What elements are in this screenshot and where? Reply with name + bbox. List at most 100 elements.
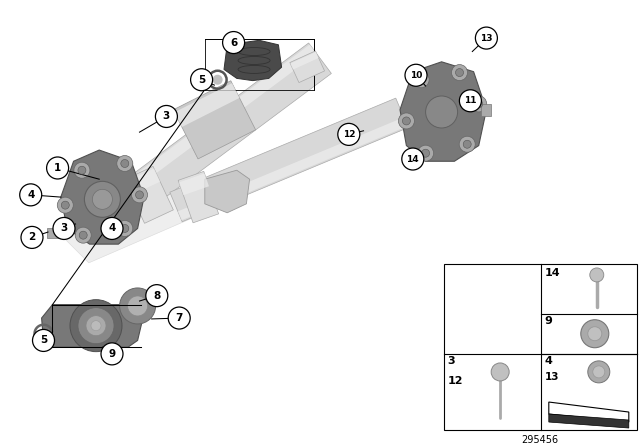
Polygon shape: [125, 168, 160, 195]
Circle shape: [84, 181, 120, 217]
Circle shape: [476, 27, 497, 49]
Circle shape: [21, 226, 43, 248]
Polygon shape: [113, 43, 332, 219]
Polygon shape: [179, 173, 209, 195]
Text: 4: 4: [545, 356, 553, 366]
Polygon shape: [224, 40, 282, 81]
Circle shape: [70, 300, 122, 352]
Text: 11: 11: [464, 96, 477, 105]
Circle shape: [418, 145, 434, 161]
Circle shape: [79, 231, 87, 239]
Polygon shape: [175, 83, 239, 127]
Circle shape: [120, 288, 156, 324]
Text: 3: 3: [163, 112, 170, 121]
Circle shape: [588, 361, 610, 383]
Text: 6: 6: [230, 38, 237, 47]
Text: 13: 13: [480, 34, 493, 43]
Text: 8: 8: [153, 291, 161, 301]
Text: 13: 13: [545, 372, 559, 382]
Circle shape: [101, 217, 123, 239]
Circle shape: [20, 184, 42, 206]
Circle shape: [403, 117, 410, 125]
Polygon shape: [178, 172, 219, 223]
Text: 14: 14: [406, 155, 419, 164]
Circle shape: [61, 201, 69, 209]
Circle shape: [452, 65, 467, 81]
Polygon shape: [65, 193, 195, 263]
Text: 7: 7: [175, 313, 183, 323]
Circle shape: [456, 69, 463, 77]
Circle shape: [136, 191, 143, 199]
Circle shape: [53, 217, 75, 239]
Text: 9: 9: [545, 315, 553, 326]
Circle shape: [426, 96, 458, 128]
Circle shape: [78, 166, 86, 174]
Text: 4: 4: [108, 224, 116, 233]
Polygon shape: [290, 51, 324, 82]
Circle shape: [121, 159, 129, 168]
Circle shape: [398, 113, 415, 129]
Circle shape: [92, 190, 113, 209]
Circle shape: [47, 157, 68, 179]
Circle shape: [117, 155, 133, 172]
Circle shape: [593, 366, 605, 378]
Text: 9: 9: [108, 349, 116, 359]
Polygon shape: [61, 150, 144, 244]
Circle shape: [460, 136, 476, 152]
Circle shape: [475, 100, 483, 108]
Bar: [47, 228, 61, 238]
Polygon shape: [548, 414, 628, 428]
Text: 5: 5: [40, 336, 47, 345]
Circle shape: [146, 284, 168, 306]
Circle shape: [78, 308, 114, 344]
Polygon shape: [124, 166, 173, 223]
Bar: [444, 264, 637, 430]
Text: 3: 3: [60, 224, 68, 233]
Circle shape: [338, 123, 360, 146]
Text: 2: 2: [28, 233, 36, 242]
Circle shape: [581, 320, 609, 348]
Polygon shape: [291, 52, 319, 69]
Text: 12: 12: [342, 130, 355, 139]
Circle shape: [117, 220, 133, 237]
Circle shape: [58, 197, 73, 213]
Circle shape: [417, 76, 425, 84]
Circle shape: [127, 296, 148, 316]
Circle shape: [588, 327, 602, 341]
Text: 295456: 295456: [522, 435, 559, 445]
Circle shape: [33, 329, 54, 351]
Circle shape: [86, 316, 106, 336]
Circle shape: [223, 31, 244, 54]
Circle shape: [76, 227, 92, 243]
Circle shape: [91, 321, 101, 331]
Polygon shape: [173, 81, 255, 159]
Circle shape: [422, 149, 429, 157]
Polygon shape: [205, 170, 250, 213]
Circle shape: [74, 162, 90, 178]
Circle shape: [101, 343, 123, 365]
Text: 14: 14: [545, 268, 561, 278]
Polygon shape: [115, 44, 317, 199]
Circle shape: [463, 140, 471, 148]
Circle shape: [156, 105, 177, 128]
Text: 1: 1: [54, 163, 61, 173]
Circle shape: [212, 75, 223, 85]
Circle shape: [132, 187, 148, 203]
Circle shape: [413, 72, 429, 88]
Circle shape: [191, 69, 212, 91]
Polygon shape: [178, 117, 408, 220]
Circle shape: [405, 64, 427, 86]
Polygon shape: [42, 305, 144, 347]
Text: 5: 5: [198, 75, 205, 85]
Polygon shape: [400, 62, 486, 161]
Circle shape: [491, 363, 509, 381]
Text: 10: 10: [410, 71, 422, 80]
Circle shape: [402, 148, 424, 170]
Text: 12: 12: [447, 376, 463, 386]
Circle shape: [590, 268, 604, 282]
Circle shape: [471, 96, 487, 112]
Polygon shape: [170, 98, 408, 222]
Circle shape: [168, 307, 190, 329]
Text: 3: 3: [447, 356, 455, 366]
Circle shape: [460, 90, 481, 112]
